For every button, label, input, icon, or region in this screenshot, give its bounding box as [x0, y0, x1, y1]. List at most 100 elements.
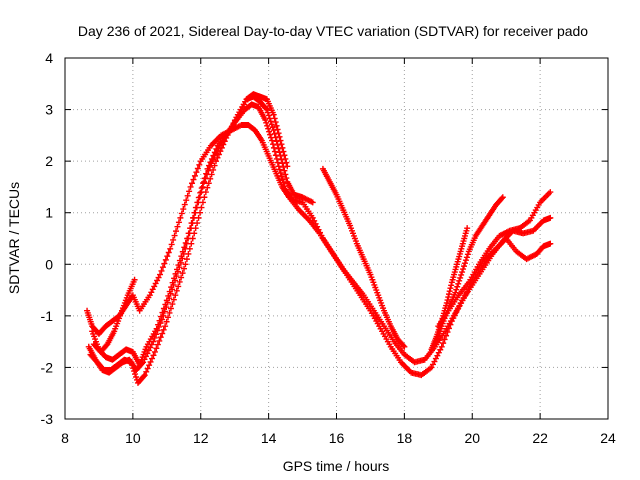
data-point	[456, 277, 463, 284]
data-point	[277, 137, 284, 144]
data-point	[459, 269, 466, 276]
data-point	[210, 166, 217, 173]
data-point	[175, 283, 182, 290]
data-point	[185, 250, 192, 257]
data-point	[201, 175, 208, 182]
data-point	[274, 126, 281, 133]
data-point	[283, 159, 290, 166]
data-point	[275, 163, 282, 170]
data-point	[262, 116, 269, 123]
data-point	[181, 244, 188, 251]
series-track-6	[319, 165, 408, 350]
data-point	[453, 286, 460, 293]
x-tick-label: 8	[61, 430, 69, 446]
data-point	[177, 214, 184, 221]
data-marks	[84, 91, 554, 386]
data-point	[161, 260, 168, 267]
data-point	[173, 287, 180, 294]
data-point	[184, 235, 191, 242]
data-point	[173, 228, 180, 235]
data-point	[271, 130, 278, 137]
data-point	[204, 165, 211, 172]
data-point	[277, 169, 284, 176]
data-point	[158, 267, 165, 274]
data-point	[210, 152, 217, 159]
data-point	[215, 151, 222, 158]
data-point	[173, 266, 180, 273]
data-point	[547, 214, 554, 221]
data-point	[141, 372, 148, 379]
data-point	[282, 171, 289, 178]
x-tick-label: 24	[600, 430, 616, 446]
data-point	[278, 173, 285, 180]
data-point	[218, 144, 225, 151]
data-point	[189, 214, 196, 221]
data-point	[144, 365, 151, 372]
data-point	[167, 305, 174, 312]
data-point	[182, 261, 189, 268]
data-point	[270, 111, 277, 118]
data-point	[213, 145, 220, 152]
data-point	[444, 297, 451, 304]
data-point	[179, 248, 186, 255]
data-point	[165, 292, 172, 299]
data-point	[214, 154, 221, 161]
data-point	[162, 256, 169, 263]
data-point	[163, 318, 170, 325]
data-point	[183, 197, 190, 204]
data-point	[132, 371, 139, 378]
data-point	[191, 172, 198, 179]
data-point	[203, 170, 210, 177]
data-point	[160, 326, 167, 333]
data-point	[176, 278, 183, 285]
data-point	[447, 285, 454, 292]
data-point	[448, 282, 455, 289]
data-point	[194, 199, 201, 206]
data-point	[278, 156, 285, 163]
data-point	[180, 206, 187, 213]
data-point	[269, 141, 276, 148]
data-point	[273, 155, 280, 162]
data-point	[192, 204, 199, 211]
data-point	[271, 148, 278, 155]
data-point	[192, 225, 199, 232]
data-point	[166, 288, 173, 295]
data-point	[171, 275, 178, 282]
data-point	[280, 148, 287, 155]
data-point	[157, 313, 164, 320]
data-point	[168, 241, 175, 248]
data-point	[199, 199, 206, 206]
data-point	[400, 342, 407, 349]
data-point	[443, 299, 450, 306]
data-point	[159, 309, 166, 316]
data-point	[207, 175, 214, 182]
data-point	[498, 195, 505, 202]
data-point	[189, 180, 196, 187]
data-point	[175, 219, 182, 226]
data-point	[176, 257, 183, 264]
data-point	[272, 134, 279, 141]
data-point	[441, 336, 448, 343]
data-point	[157, 334, 164, 341]
data-point	[275, 145, 282, 152]
data-point	[461, 260, 468, 267]
x-tick-label: 10	[125, 430, 141, 446]
data-point	[463, 254, 470, 261]
data-point	[208, 171, 215, 178]
data-point	[217, 148, 224, 155]
data-point	[438, 343, 445, 350]
x-tick-label: 18	[397, 430, 413, 446]
x-axis-label: GPS time / hours	[283, 458, 390, 474]
data-point	[165, 314, 172, 321]
data-point	[159, 264, 166, 271]
data-point	[499, 194, 506, 201]
data-point	[309, 199, 316, 206]
data-point	[166, 309, 173, 316]
data-point	[143, 368, 150, 375]
data-point	[201, 194, 208, 201]
y-tick-label: -2	[41, 359, 54, 375]
data-point	[181, 265, 188, 272]
data-point	[265, 125, 272, 132]
